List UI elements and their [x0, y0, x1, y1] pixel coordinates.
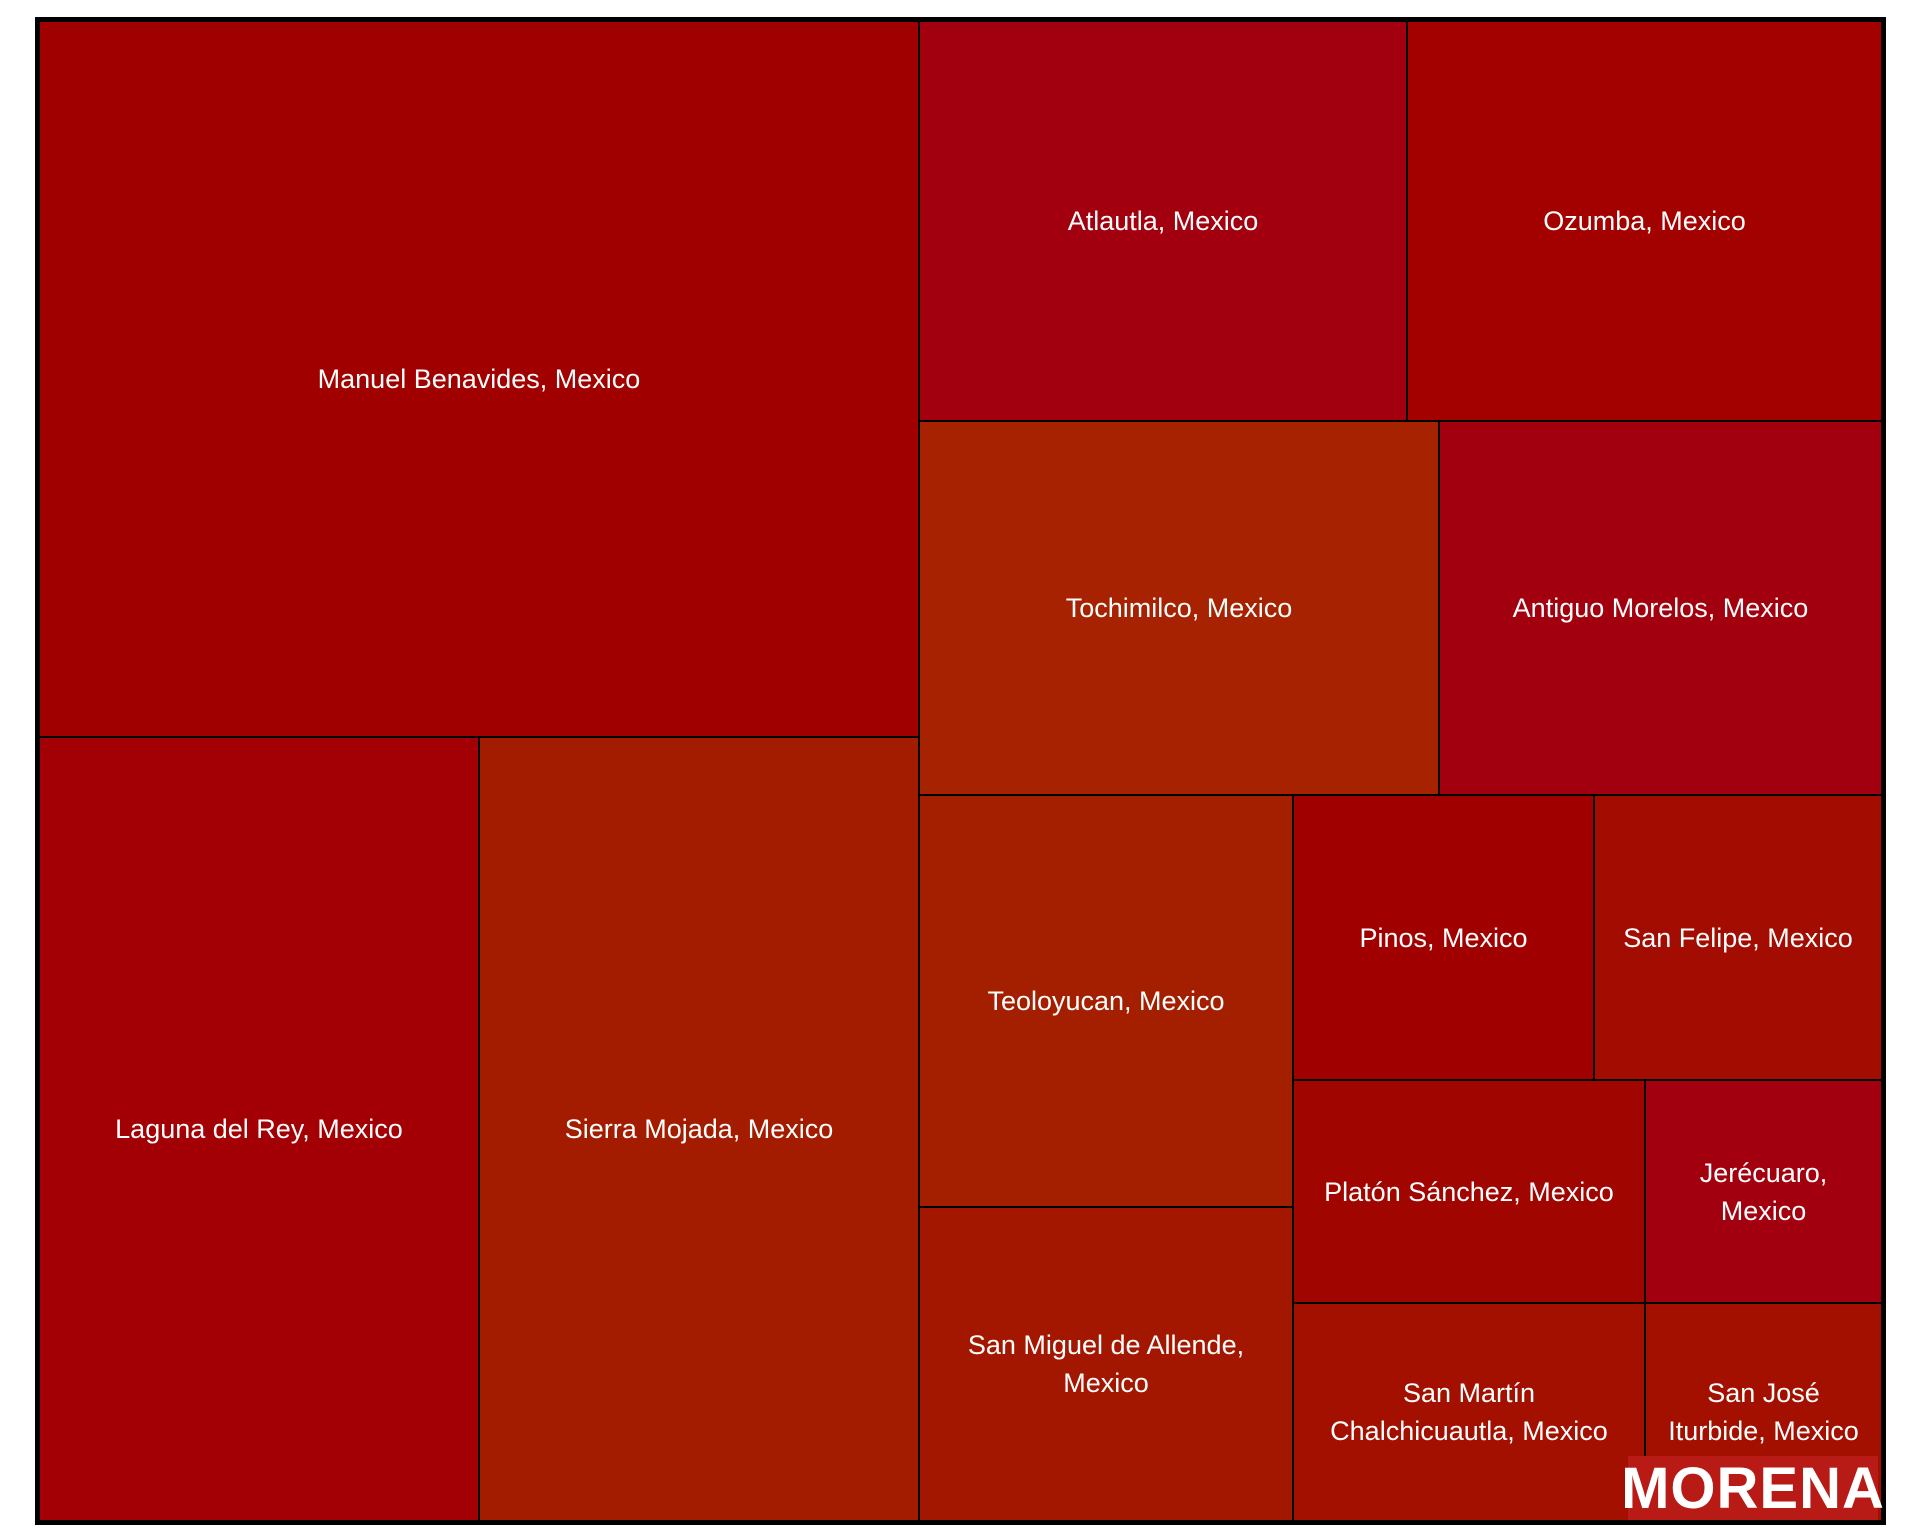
treemap-chart: Manuel Benavides, Mexico Laguna del Rey,… — [35, 17, 1886, 1525]
tile-ozumba: Ozumba, Mexico — [1407, 21, 1882, 421]
tile-label: Sierra Mojada, Mexico — [564, 1114, 834, 1144]
tile-atlautla: Atlautla, Mexico — [919, 21, 1407, 421]
tile-label: Tochimilco, Mexico — [1065, 593, 1293, 623]
tile-san-miguel-de-allende: San Miguel de Allende, Mexico — [919, 1207, 1293, 1521]
tile-label: San Martín Chalchicuautla, Mexico — [1330, 1378, 1608, 1446]
tile-san-felipe: San Felipe, Mexico — [1594, 795, 1882, 1080]
tile-laguna-del-rey: Laguna del Rey, Mexico — [39, 737, 479, 1521]
brand-text: MORENA — [1621, 1455, 1885, 1521]
tile-san-martin-chalchicuautla: San Martín Chalchicuautla, Mexico — [1293, 1303, 1645, 1521]
tile-tochimilco: Tochimilco, Mexico — [919, 421, 1439, 795]
tile-label: Ozumba, Mexico — [1543, 206, 1746, 236]
tile-label: Atlautla, Mexico — [1067, 206, 1259, 236]
tile-label: Platón Sánchez, Mexico — [1324, 1176, 1614, 1207]
tile-label: Teoloyucan, Mexico — [987, 986, 1225, 1016]
tile-label: San Miguel de Allende, Mexico — [967, 1330, 1245, 1398]
tile-sierra-mojada: Sierra Mojada, Mexico — [479, 737, 919, 1521]
tile-antiguo-morelos: Antiguo Morelos, Mexico — [1439, 421, 1882, 795]
tile-label: San Felipe, Mexico — [1623, 922, 1853, 953]
tile-label: Laguna del Rey, Mexico — [115, 1114, 403, 1144]
tile-teoloyucan: Teoloyucan, Mexico — [919, 795, 1293, 1207]
tile-label: Manuel Benavides, Mexico — [317, 364, 641, 394]
tile-label: Pinos, Mexico — [1359, 922, 1528, 953]
morena-logo: MORENA — [1621, 1456, 1884, 1521]
tile-label: Jerécuaro, Mexico — [1699, 1157, 1828, 1226]
tile-jerecuaro: Jerécuaro, Mexico — [1645, 1080, 1882, 1303]
tile-label: Antiguo Morelos, Mexico — [1512, 593, 1809, 623]
tile-platon-sanchez: Platón Sánchez, Mexico — [1293, 1080, 1645, 1303]
tile-pinos: Pinos, Mexico — [1293, 795, 1594, 1080]
tile-label: San José Iturbide, Mexico — [1668, 1378, 1859, 1446]
tile-manuel-benavides: Manuel Benavides, Mexico — [39, 21, 919, 737]
